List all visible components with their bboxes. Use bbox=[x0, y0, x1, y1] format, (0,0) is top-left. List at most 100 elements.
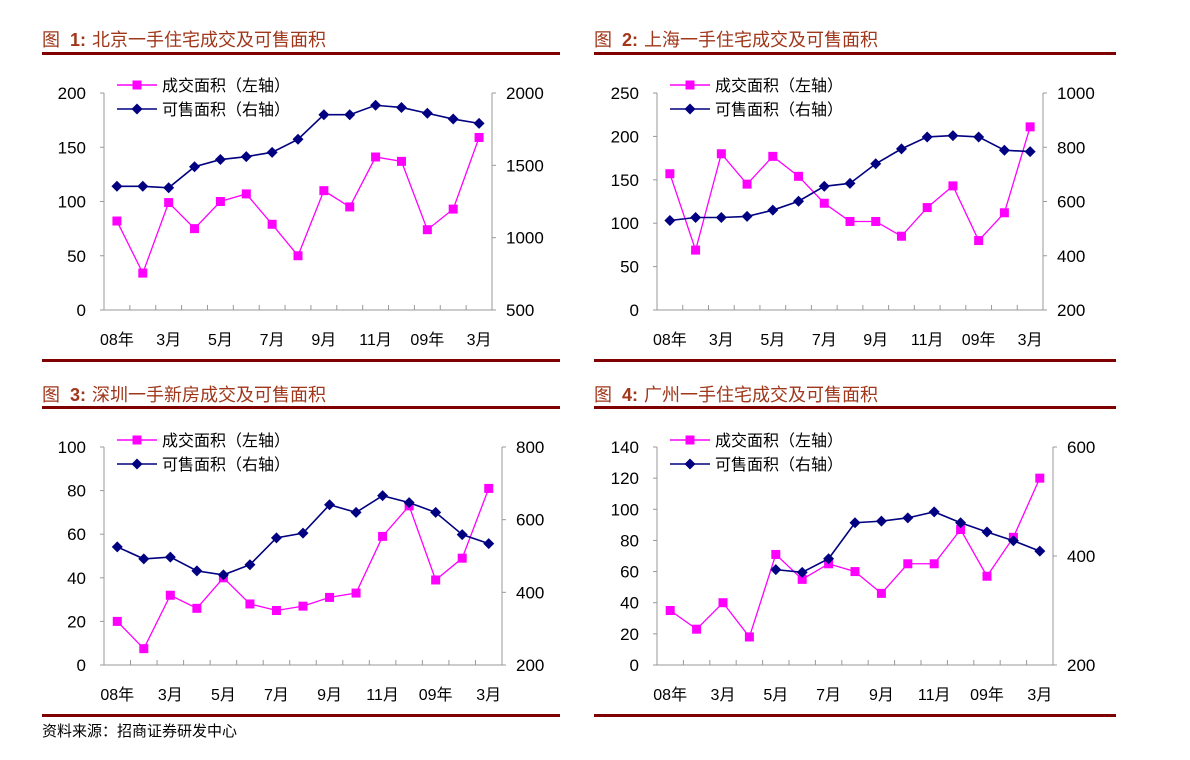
x-tick-label: 7月 bbox=[816, 687, 841, 704]
data-point-diamond bbox=[324, 499, 336, 511]
data-point-diamond bbox=[849, 517, 861, 529]
data-point-diamond bbox=[690, 212, 702, 224]
chart-title: 上海一手住宅成交及可售面积 bbox=[644, 30, 879, 51]
y-tick-label-left: 20 bbox=[67, 612, 86, 631]
x-tick-label: 3月 bbox=[476, 687, 501, 704]
data-point-diamond bbox=[895, 143, 907, 155]
y-tick-label-right: 600 bbox=[516, 511, 544, 530]
data-point-square bbox=[716, 149, 726, 159]
data-point-diamond bbox=[350, 506, 362, 518]
y-tick-label-left: 0 bbox=[630, 656, 639, 675]
data-point-diamond bbox=[870, 158, 882, 170]
data-point-square bbox=[922, 203, 932, 213]
legend-label: 成交面积（左轴） bbox=[162, 77, 290, 95]
data-point-diamond bbox=[403, 497, 415, 509]
data-point-square bbox=[665, 169, 675, 179]
x-tick-label: 7月 bbox=[260, 332, 285, 349]
data-point-square bbox=[903, 559, 913, 569]
y-tick-label-left: 80 bbox=[620, 531, 639, 550]
data-point-diamond bbox=[973, 131, 985, 143]
x-tick-label: 08年 bbox=[100, 686, 134, 704]
legend-label: 可售面积（右轴） bbox=[715, 456, 843, 474]
data-point-diamond bbox=[292, 133, 304, 145]
data-point-diamond bbox=[240, 151, 252, 163]
data-point-diamond bbox=[998, 144, 1010, 156]
data-point-diamond bbox=[823, 553, 835, 565]
data-point-square bbox=[448, 204, 458, 214]
x-tick-label: 5月 bbox=[208, 332, 233, 349]
chart-shanghai: 0 50 100 150 200 250 200 400 600 800 1000 08年 3月 5月 7月… bbox=[611, 77, 1095, 349]
fig-num: 4: bbox=[622, 385, 639, 405]
x-tick-label: 9月 bbox=[869, 687, 894, 704]
x-tick-label: 3月 bbox=[1018, 332, 1043, 349]
data-point-diamond bbox=[344, 109, 356, 121]
x-tick-label: 09年 bbox=[410, 331, 444, 349]
legend-label: 成交面积（左轴） bbox=[715, 432, 843, 450]
data-point-square bbox=[1025, 122, 1035, 132]
data-point-square bbox=[351, 588, 361, 598]
data-point-diamond bbox=[947, 130, 959, 142]
data-point-diamond bbox=[1034, 545, 1046, 557]
chart-beijing: 0 50 100 150 200 500 1000 1500 2000 08年 3月 5月 7月 9月 11… bbox=[58, 77, 544, 349]
figure-3-title: 图 3: 深圳一手新房成交及可售面积 bbox=[42, 381, 326, 407]
y-tick-label-right: 400 bbox=[1067, 547, 1095, 566]
y-tick-label-left: 200 bbox=[58, 84, 86, 103]
title-rule bbox=[594, 52, 1116, 55]
legend-marker-diamond bbox=[131, 103, 143, 115]
y-tick-label-left: 140 bbox=[611, 438, 639, 457]
data-point-square bbox=[139, 644, 149, 654]
data-point-diamond bbox=[715, 212, 727, 224]
x-tick-label: 11月 bbox=[366, 687, 399, 704]
data-point-diamond bbox=[955, 517, 967, 529]
data-point-square bbox=[190, 224, 200, 234]
data-point-square bbox=[431, 575, 441, 585]
title-rule bbox=[42, 52, 560, 55]
data-point-diamond bbox=[902, 512, 914, 524]
data-point-diamond bbox=[796, 566, 808, 578]
y-tick-label-left: 60 bbox=[67, 525, 86, 544]
series-line bbox=[669, 477, 1041, 639]
data-point-square bbox=[293, 251, 303, 261]
fig-num: 2: bbox=[622, 30, 639, 50]
x-tick-label: 3月 bbox=[156, 332, 181, 349]
x-tick-label: 9月 bbox=[317, 687, 342, 704]
data-point-square bbox=[267, 219, 277, 229]
data-point-square bbox=[245, 599, 255, 609]
data-point-square bbox=[422, 225, 432, 235]
y-tick-label-right: 1500 bbox=[506, 156, 544, 175]
data-point-square bbox=[271, 606, 281, 615]
legend-marker-diamond bbox=[684, 458, 696, 470]
y-tick-label-right: 200 bbox=[1067, 656, 1095, 675]
data-point-diamond bbox=[138, 553, 150, 565]
data-point-diamond bbox=[318, 109, 330, 121]
y-tick-label-left: 0 bbox=[630, 301, 639, 320]
y-tick-label-left: 0 bbox=[77, 301, 86, 320]
legend-marker-square bbox=[685, 80, 695, 90]
data-point-square bbox=[325, 592, 335, 602]
data-point-square bbox=[112, 616, 122, 626]
bottom-rule bbox=[42, 714, 560, 717]
data-point-diamond bbox=[111, 541, 123, 553]
data-point-diamond bbox=[297, 527, 309, 539]
data-point-square bbox=[718, 598, 728, 608]
figure-4-title: 图 4: 广州一手住宅成交及可售面积 bbox=[594, 381, 878, 407]
y-tick-label-right: 500 bbox=[506, 301, 534, 320]
data-point-square bbox=[744, 632, 754, 642]
data-point-square bbox=[794, 171, 804, 181]
data-point-square bbox=[164, 198, 174, 208]
data-point-square bbox=[929, 559, 939, 569]
data-point-square bbox=[474, 132, 484, 142]
data-point-square bbox=[948, 181, 958, 191]
data-point-diamond bbox=[741, 210, 753, 222]
y-tick-label-left: 20 bbox=[620, 625, 639, 644]
y-tick-label-right: 400 bbox=[516, 583, 544, 602]
x-tick-label: 3月 bbox=[467, 332, 492, 349]
fig-num: 1: bbox=[70, 30, 87, 50]
y-tick-label-left: 80 bbox=[67, 482, 86, 501]
data-point-diamond bbox=[770, 564, 782, 576]
data-point-diamond bbox=[164, 551, 176, 563]
x-tick-label: 7月 bbox=[812, 332, 837, 349]
data-point-diamond bbox=[818, 180, 830, 192]
data-point-diamond bbox=[921, 131, 933, 143]
y-tick-label-left: 120 bbox=[611, 469, 639, 488]
